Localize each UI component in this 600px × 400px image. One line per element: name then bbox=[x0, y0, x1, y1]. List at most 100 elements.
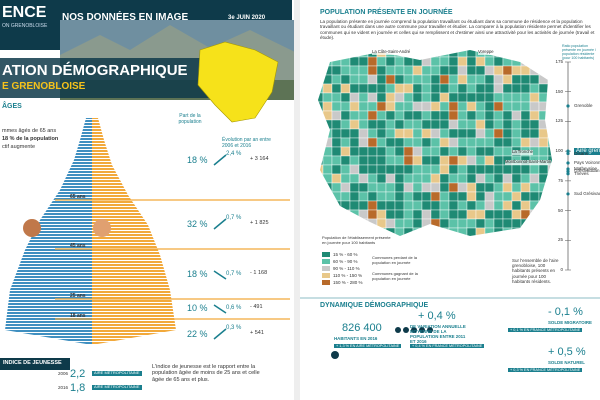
stat-sub: + 0,3 % EN FRANCE MÉTROPOLITAINE bbox=[508, 368, 583, 373]
commune bbox=[340, 83, 351, 94]
commune bbox=[318, 50, 324, 58]
commune bbox=[412, 74, 423, 85]
commune bbox=[520, 83, 531, 94]
commune bbox=[475, 209, 486, 220]
commune bbox=[385, 56, 396, 67]
commune bbox=[376, 173, 387, 184]
commune bbox=[331, 137, 342, 148]
commune bbox=[484, 191, 495, 202]
commune bbox=[421, 209, 432, 220]
commune bbox=[457, 146, 468, 157]
commune bbox=[340, 119, 351, 130]
commune bbox=[331, 92, 342, 103]
commune bbox=[318, 101, 324, 112]
commune bbox=[484, 155, 495, 166]
commune bbox=[484, 227, 495, 236]
age-mark: 65 ans bbox=[70, 194, 86, 200]
commune bbox=[520, 137, 531, 148]
commune bbox=[358, 200, 369, 211]
scale-point bbox=[566, 161, 570, 165]
age-mark: 25 ans bbox=[70, 293, 86, 299]
commune bbox=[340, 182, 351, 193]
commune bbox=[475, 218, 486, 229]
commune bbox=[385, 218, 396, 229]
commune bbox=[349, 128, 360, 139]
youth-band bbox=[0, 358, 70, 370]
commune bbox=[529, 227, 540, 236]
commune bbox=[412, 65, 423, 76]
commune bbox=[403, 209, 414, 220]
commune bbox=[484, 164, 495, 175]
commune bbox=[502, 83, 513, 94]
commune bbox=[430, 74, 441, 85]
stat-value: - 0,1 % bbox=[548, 306, 583, 318]
commune bbox=[466, 56, 477, 67]
commune bbox=[502, 227, 513, 236]
age-mark: 18 ans bbox=[70, 313, 86, 319]
commune bbox=[367, 83, 378, 94]
commune bbox=[421, 137, 432, 148]
commune bbox=[322, 83, 333, 94]
commune bbox=[538, 173, 549, 184]
commune bbox=[394, 200, 405, 211]
commune bbox=[421, 101, 432, 112]
col-share: Part de la population bbox=[178, 113, 202, 125]
commune bbox=[367, 218, 378, 229]
commune bbox=[520, 209, 531, 220]
commune bbox=[529, 119, 540, 130]
commune bbox=[404, 237, 413, 246]
scale-tick-label: 100 bbox=[555, 148, 563, 154]
commune bbox=[466, 110, 477, 121]
scale-tick-label: 0 bbox=[560, 267, 563, 272]
commune bbox=[340, 209, 351, 220]
scale-item: Aire grenobloise bbox=[574, 148, 600, 156]
commune bbox=[403, 128, 414, 139]
commune bbox=[358, 83, 369, 94]
commune bbox=[485, 237, 494, 246]
commune bbox=[547, 227, 552, 236]
commune bbox=[493, 92, 504, 103]
commune bbox=[493, 101, 504, 112]
trend-arrow bbox=[213, 304, 227, 314]
commune bbox=[421, 110, 432, 121]
subtitle: E GRENOBLOISE bbox=[2, 81, 86, 92]
commune bbox=[547, 218, 552, 229]
commune bbox=[475, 101, 486, 112]
commune bbox=[493, 137, 504, 148]
commune bbox=[439, 164, 450, 175]
commune bbox=[502, 173, 513, 184]
commune bbox=[367, 155, 378, 166]
commune bbox=[457, 119, 468, 130]
commune bbox=[502, 65, 513, 76]
commune bbox=[502, 56, 513, 67]
commune bbox=[457, 218, 468, 229]
commune bbox=[358, 137, 369, 148]
commune bbox=[520, 128, 531, 139]
commune bbox=[331, 182, 342, 193]
commune bbox=[511, 173, 522, 184]
commune bbox=[340, 137, 351, 148]
commune bbox=[502, 191, 513, 202]
commune bbox=[547, 128, 552, 139]
legend-group: Communes gagnant de la population en jou… bbox=[372, 271, 418, 281]
commune bbox=[403, 74, 414, 85]
commune bbox=[340, 101, 351, 112]
commune bbox=[358, 182, 369, 193]
commune bbox=[349, 218, 360, 229]
commune bbox=[421, 92, 432, 103]
commune bbox=[529, 209, 540, 220]
commune bbox=[403, 137, 414, 148]
commune bbox=[367, 74, 378, 85]
commune bbox=[349, 50, 360, 58]
commune bbox=[439, 74, 450, 85]
commune bbox=[430, 155, 441, 166]
commune bbox=[376, 128, 387, 139]
commune bbox=[412, 83, 423, 94]
commune bbox=[349, 137, 360, 148]
share: 18 % bbox=[187, 269, 208, 279]
legend-title: Population de l'établissement présente e… bbox=[322, 235, 391, 245]
commune bbox=[449, 237, 458, 246]
commune bbox=[376, 218, 387, 229]
youth-note: L'indice de jeunesse est le rapport entr… bbox=[152, 364, 260, 383]
commune bbox=[367, 182, 378, 193]
